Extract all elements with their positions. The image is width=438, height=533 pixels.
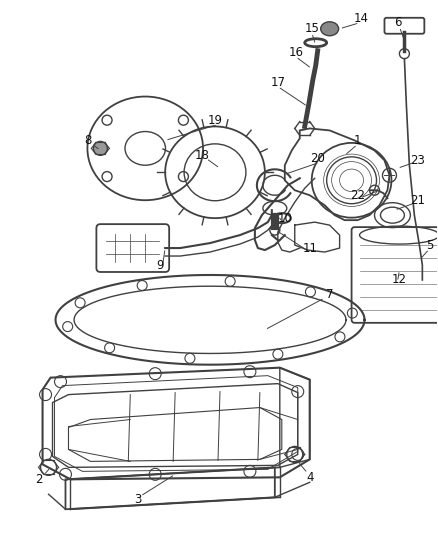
- Text: 1: 1: [354, 134, 361, 147]
- Text: 15: 15: [304, 22, 319, 35]
- Text: 16: 16: [288, 46, 303, 59]
- Text: 6: 6: [394, 17, 401, 29]
- Text: 12: 12: [392, 273, 407, 286]
- Text: 20: 20: [310, 152, 325, 165]
- Text: 19: 19: [208, 114, 223, 127]
- Text: 22: 22: [350, 189, 365, 201]
- Text: 10: 10: [277, 212, 292, 224]
- Text: 7: 7: [326, 288, 333, 301]
- Text: 2: 2: [35, 473, 42, 486]
- Text: 9: 9: [156, 259, 164, 271]
- Text: 3: 3: [134, 493, 142, 506]
- Text: 4: 4: [306, 471, 314, 484]
- Text: 17: 17: [270, 76, 285, 89]
- Ellipse shape: [321, 22, 339, 36]
- Text: 18: 18: [194, 149, 209, 162]
- Circle shape: [93, 141, 107, 155]
- Text: 8: 8: [85, 134, 92, 147]
- Text: 21: 21: [410, 193, 425, 207]
- Text: 23: 23: [410, 154, 425, 167]
- Text: 11: 11: [302, 241, 317, 255]
- Text: 14: 14: [354, 12, 369, 25]
- Text: 5: 5: [426, 239, 433, 252]
